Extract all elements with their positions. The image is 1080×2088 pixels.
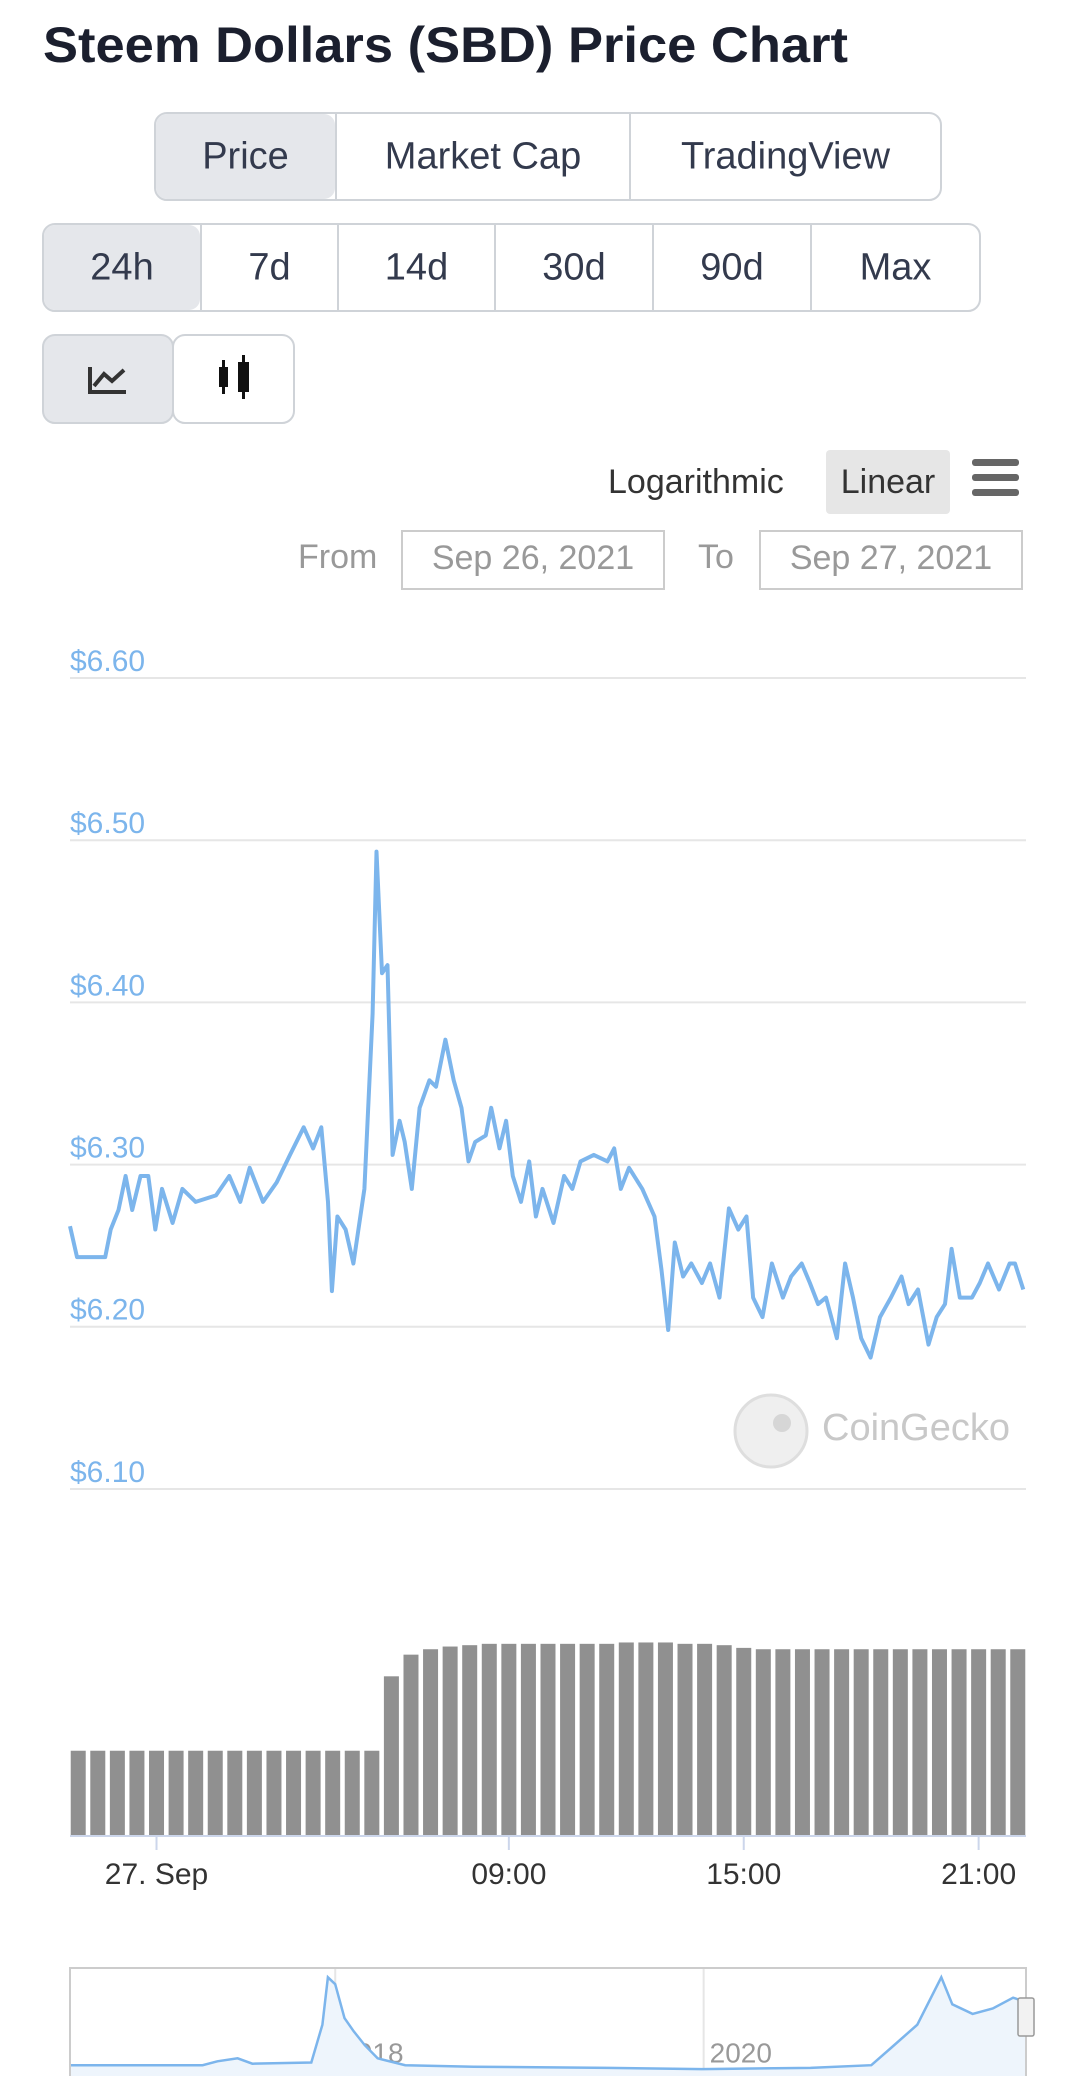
tab-group <box>154 112 942 201</box>
volume-bar <box>951 1649 967 1836</box>
volume-bar <box>364 1750 380 1836</box>
range-button[interactable]: 14d <box>385 247 448 289</box>
volume-bar <box>775 1649 791 1836</box>
tab-button[interactable]: Market Cap <box>385 136 581 178</box>
range-group <box>42 223 981 312</box>
tab-button[interactable]: Price <box>202 136 289 178</box>
volume-bar <box>638 1642 654 1836</box>
volume-bar <box>129 1750 145 1836</box>
volume-bar <box>383 1676 399 1836</box>
volume-bar <box>462 1645 478 1836</box>
from-date: Sep 26, 2021 <box>432 539 634 577</box>
to-input[interactable] <box>759 530 1023 590</box>
menu-icon[interactable] <box>972 459 1019 496</box>
range-button[interactable]: 30d <box>542 247 605 289</box>
volume-bar <box>990 1649 1006 1836</box>
volume-bar <box>325 1750 341 1836</box>
volume-bar <box>481 1643 497 1836</box>
volume-bar <box>423 1649 439 1836</box>
volume-bar <box>736 1647 752 1836</box>
volume-bar <box>90 1750 106 1836</box>
volume-bar <box>442 1646 458 1836</box>
volume-bar <box>286 1750 302 1836</box>
volume-bar <box>618 1642 634 1836</box>
volume-bar <box>266 1750 282 1836</box>
linear-option[interactable]: Linear <box>841 463 936 501</box>
volume-bar <box>834 1649 850 1836</box>
volume-bar <box>109 1750 125 1836</box>
volume-bar <box>520 1643 536 1836</box>
candle-chart-icon <box>219 355 249 399</box>
volume-bar <box>657 1642 673 1836</box>
volume-bar <box>697 1643 713 1836</box>
y-tick-label: $6.40 <box>70 969 145 1002</box>
navigator-tick-label: 2020 <box>710 2037 772 2068</box>
to-label: To <box>698 538 734 576</box>
to-date: Sep 27, 2021 <box>790 539 992 577</box>
tab-active <box>156 114 335 199</box>
watermark-logo-eye <box>773 1414 791 1432</box>
volume-bar <box>794 1649 810 1836</box>
volume-bar <box>305 1750 321 1836</box>
watermark-logo <box>733 1393 809 1469</box>
page-title: Steem Dollars (SBD) Price Chart <box>43 17 848 73</box>
tab-button[interactable]: TradingView <box>681 136 891 178</box>
volume-bar <box>755 1649 771 1836</box>
volume-bar <box>599 1643 615 1836</box>
volume-bar <box>344 1750 360 1836</box>
volume-bar <box>246 1750 262 1836</box>
volume-bar <box>1010 1649 1026 1836</box>
price-line <box>68 849 1026 1360</box>
y-tick-label: $6.10 <box>70 1456 145 1489</box>
range-button[interactable]: Max <box>860 247 932 289</box>
volume-bar <box>188 1750 204 1836</box>
watermark: CoinGecko <box>822 1407 1010 1449</box>
y-tick-label: $6.60 <box>70 645 145 678</box>
volume-bar <box>853 1649 869 1836</box>
volume-bar <box>716 1645 732 1836</box>
volume-bar <box>560 1643 576 1836</box>
volume-bar <box>207 1750 223 1836</box>
volume-bar <box>70 1750 86 1836</box>
navigator-line <box>70 1974 1027 2071</box>
volume-bar <box>540 1643 556 1836</box>
volume-bar <box>501 1643 517 1836</box>
volume-bar <box>912 1649 928 1836</box>
range-button[interactable]: 90d <box>700 247 763 289</box>
volume-bar <box>168 1750 184 1836</box>
y-tick-label: $6.20 <box>70 1294 145 1327</box>
volume-bar <box>579 1643 595 1836</box>
range-button[interactable]: 24h <box>90 247 153 289</box>
log-option[interactable]: Logarithmic <box>608 463 784 501</box>
volume-bar <box>814 1649 830 1836</box>
volume-bar <box>149 1750 165 1836</box>
volume-bar <box>873 1649 889 1836</box>
range-active <box>44 225 200 310</box>
from-input[interactable] <box>401 530 665 590</box>
candle-chart-button[interactable] <box>172 334 295 424</box>
volume-bar <box>971 1649 987 1836</box>
x-tick-label: 09:00 <box>471 1858 546 1891</box>
volume-bar <box>403 1654 419 1836</box>
range-button[interactable]: 7d <box>248 247 290 289</box>
x-tick-label: 27. Sep <box>105 1858 208 1891</box>
line-chart-icon <box>88 367 126 394</box>
volume-bar <box>892 1649 908 1836</box>
volume-bar <box>677 1643 693 1836</box>
volume-bar <box>227 1750 243 1836</box>
y-tick-label: $6.50 <box>70 807 145 840</box>
x-tick-label: 21:00 <box>941 1858 1016 1891</box>
linear-button-bg[interactable] <box>826 450 950 514</box>
from-label: From <box>298 538 377 576</box>
volume-bar <box>931 1649 947 1836</box>
y-tick-label: $6.30 <box>70 1132 145 1165</box>
navigator-handle[interactable] <box>1017 1997 1035 2037</box>
x-tick-label: 15:00 <box>706 1858 781 1891</box>
